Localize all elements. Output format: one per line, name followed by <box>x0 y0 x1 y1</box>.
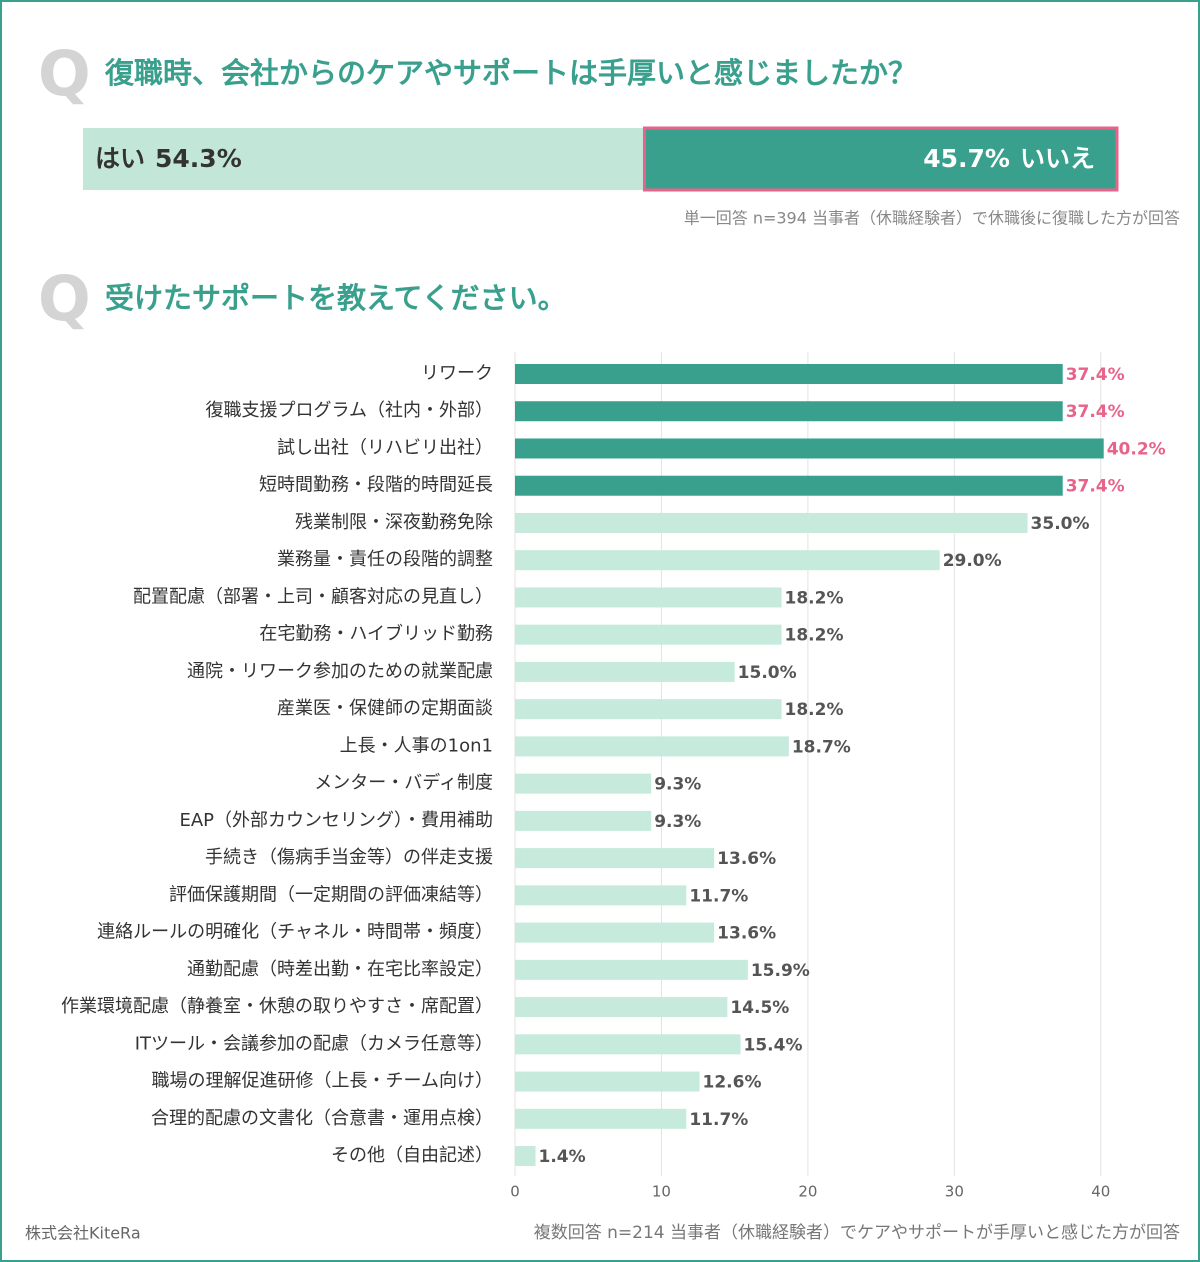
chart-note: 単一回答 n=394 当事者（休職経験者）で休職後に復職した方が回答 <box>684 209 1180 228</box>
category-label: 在宅勤務・ハイブリッド勤務 <box>259 623 493 645</box>
value-label: 29.0% <box>943 551 1002 571</box>
bar <box>515 1034 741 1055</box>
value-label: 18.7% <box>792 737 851 757</box>
value-label: 37.4% <box>1066 477 1125 497</box>
category-label: 業務量・責任の段階的調整 <box>277 549 493 570</box>
stack-segment <box>642 126 1119 192</box>
chart-note: 複数回答 n=214 当事者（休職経験者）でケアやサポートが手厚いと感じた方が回… <box>534 1223 1180 1243</box>
category-label: 短時間勤務・段階的時間延長 <box>259 475 493 496</box>
value-label: 40.2% <box>1107 439 1166 459</box>
segment-label: はい 54.3% <box>95 144 242 173</box>
category-label: 配置配慮（部署・上司・顧客対応の見直し） <box>133 586 493 607</box>
value-label: 18.2% <box>785 588 844 608</box>
bar <box>515 401 1063 422</box>
bar <box>515 512 1028 533</box>
bar <box>515 885 687 906</box>
x-tick-label: 10 <box>652 1183 671 1201</box>
value-label: 14.5% <box>730 998 789 1018</box>
stack-segment <box>83 128 645 190</box>
value-label: 13.6% <box>717 924 776 944</box>
footer-company: 株式会社KiteRa <box>25 1224 141 1243</box>
value-label: 15.0% <box>738 663 797 683</box>
bar <box>515 997 728 1018</box>
segment-label-part: 54.3% <box>155 144 242 173</box>
segment-label-part: はい <box>95 144 145 173</box>
bar <box>515 1071 700 1092</box>
category-label: 通院・リワーク参加のための就業配慮 <box>187 661 493 682</box>
category-label: 上長・人事の1on1 <box>340 735 493 756</box>
category-label: 復職支援プログラム（社内・外部） <box>206 400 493 421</box>
value-label: 12.6% <box>703 1073 762 1093</box>
q-marker: Q <box>38 37 91 110</box>
category-label: メンター・バディ制度 <box>314 773 493 794</box>
segment-label-part: 45.7% <box>923 144 1010 173</box>
category-label: 作業環境配慮（静養室・休憩の取りやすさ・席配置） <box>61 996 493 1017</box>
value-label: 1.4% <box>539 1147 586 1167</box>
bar <box>515 550 940 571</box>
value-label: 9.3% <box>654 775 701 795</box>
category-label: 通勤配慮（時差出勤・在宅比率設定） <box>187 959 493 980</box>
x-tick-label: 30 <box>945 1183 964 1201</box>
value-label: 37.4% <box>1066 402 1125 422</box>
value-label: 18.2% <box>785 700 844 720</box>
value-label: 37.4% <box>1066 365 1125 385</box>
category-label: 手続き（傷病手当金等）の伴走支援 <box>205 847 493 868</box>
question-title: 受けたサポートを教えてください。 <box>105 281 567 315</box>
category-label: 残業制限・深夜勤務免除 <box>295 512 493 533</box>
bar <box>515 1108 687 1129</box>
bar <box>515 810 652 831</box>
bar <box>515 736 789 757</box>
category-label: その他（自由記述） <box>331 1145 493 1166</box>
category-label: EAP（外部カウンセリング）・費用補助 <box>179 810 493 831</box>
segment-label: 45.7% いいえ <box>923 144 1095 173</box>
x-tick-label: 40 <box>1091 1183 1110 1201</box>
category-label: 試し出社（リハビリ出社） <box>277 437 493 458</box>
bar <box>515 773 652 794</box>
category-label: 産業医・保健師の定期面談 <box>277 698 493 719</box>
bar <box>515 624 782 645</box>
category-label: 連絡ルールの明確化（チャネル・時間帯・頻度） <box>97 922 493 943</box>
bar <box>515 848 715 869</box>
question-title: 復職時、会社からのケアやサポートは手厚いと感じましたか？ <box>104 56 917 90</box>
category-label: リワーク <box>421 363 493 384</box>
bar <box>515 959 748 980</box>
category-label: ITツール・会議参加の配慮（カメラ任意等） <box>135 1033 493 1054</box>
q-marker: Q <box>38 262 91 335</box>
bar <box>515 587 782 608</box>
value-label: 35.0% <box>1031 514 1090 534</box>
bar <box>515 699 782 720</box>
value-label: 13.6% <box>717 849 776 869</box>
x-tick-label: 20 <box>798 1183 817 1201</box>
value-label: 15.9% <box>751 961 810 981</box>
bar <box>515 661 735 682</box>
value-label: 9.3% <box>654 812 701 832</box>
bar <box>515 438 1104 459</box>
bar <box>515 475 1063 496</box>
bar <box>515 922 715 943</box>
segment-label-part: いいえ <box>1020 144 1095 173</box>
x-tick-label: 0 <box>510 1183 520 1201</box>
value-label: 15.4% <box>744 1035 803 1055</box>
category-label: 合理的配慮の文書化（合意書・運用点検） <box>151 1108 493 1129</box>
bar <box>515 364 1063 384</box>
value-label: 18.2% <box>785 626 844 646</box>
value-label: 11.7% <box>689 1110 748 1130</box>
bar <box>515 1146 536 1167</box>
category-label: 評価保護期間（一定期間の評価凍結等） <box>169 884 493 905</box>
value-label: 11.7% <box>689 886 748 906</box>
category-label: 職場の理解促進研修（上長・チーム向け） <box>152 1071 493 1092</box>
